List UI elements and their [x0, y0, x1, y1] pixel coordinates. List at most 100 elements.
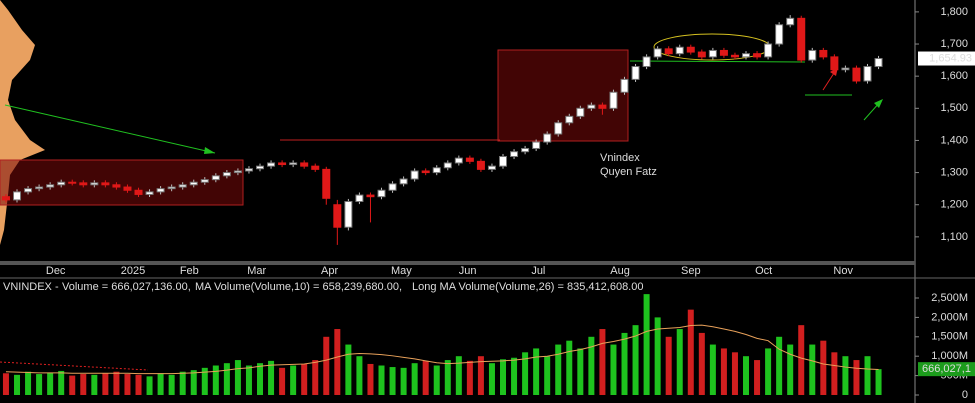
volume-bar: [433, 365, 440, 395]
candle-body: [764, 43, 773, 58]
candle-body: [753, 53, 762, 58]
candle-body: [432, 167, 441, 174]
candle-body: [311, 165, 320, 170]
trend-line: [4, 104, 216, 154]
y-tick-label: 1,800: [940, 6, 968, 18]
candle-body: [289, 162, 298, 166]
volume-bar: [754, 360, 761, 395]
volume-bar: [245, 365, 252, 395]
arrow-head: [874, 99, 883, 108]
volume-bar: [190, 370, 197, 395]
candle-body: [57, 181, 66, 186]
candle-body: [200, 179, 209, 183]
y-tick-label: 1,400: [940, 134, 968, 146]
volume-bar: [765, 348, 772, 395]
volume-bar: [234, 360, 241, 395]
candle-body: [68, 181, 77, 184]
price-tag: [918, 51, 975, 66]
x-tick-label: Feb: [180, 265, 199, 277]
candle-body: [598, 104, 607, 109]
candle-body: [465, 157, 474, 162]
support-line: [629, 60, 806, 63]
volume-bar: [301, 363, 308, 395]
volume-bar: [422, 360, 429, 395]
candle-body: [675, 46, 684, 55]
candle-body: [222, 172, 231, 177]
candle-body: [620, 78, 629, 93]
candle-body: [454, 157, 463, 164]
volume-bar: [168, 374, 175, 395]
y-tick-label: 1,100: [940, 231, 968, 243]
annotation: Quyen Fatz: [600, 166, 657, 178]
volume-bar: [91, 374, 98, 395]
volume-bar: [687, 309, 694, 395]
volume-bar: [411, 363, 418, 395]
candle-body: [355, 194, 364, 203]
volume-bar: [864, 356, 871, 395]
candle-body: [708, 49, 717, 58]
volume-bar: [820, 340, 827, 395]
candle-body: [399, 178, 408, 185]
candle-body: [587, 104, 596, 109]
volume-bar: [588, 336, 595, 395]
candle-body: [686, 46, 695, 53]
y-tick-label: 1,200: [940, 199, 968, 211]
volume-bar: [146, 376, 153, 395]
volume-bar: [268, 360, 275, 395]
candle-body: [664, 48, 673, 55]
candle-body: [35, 186, 44, 190]
candle-body: [863, 66, 872, 82]
x-tick-label: Oct: [755, 265, 772, 277]
volume-bar: [157, 373, 164, 395]
candle-body: [697, 51, 706, 58]
volume-bar: [743, 356, 750, 395]
volume-bar: [731, 352, 738, 395]
candle-body: [344, 201, 353, 228]
candle-body: [499, 156, 508, 167]
volume-bar: [522, 352, 529, 395]
ma-line: [5, 324, 879, 375]
candle-body: [874, 57, 883, 68]
x-tick-label: Apr: [321, 265, 338, 277]
volume-trend: [0, 361, 149, 371]
volume-bar: [555, 344, 562, 395]
candle-body: [322, 168, 331, 199]
volume-tag-label: 666,027,1: [922, 363, 971, 375]
candle-body: [244, 168, 253, 172]
volume-bar: [102, 373, 109, 395]
candle-body: [510, 151, 519, 158]
candle-body: [278, 162, 287, 166]
volume-bar: [113, 371, 120, 395]
candle-body: [13, 191, 22, 201]
volume-title: VNINDEX -: [3, 281, 59, 293]
y-tick-label: 2,000M: [931, 311, 968, 323]
candle-body: [476, 160, 485, 170]
candle-body: [642, 56, 651, 68]
candle-body: [576, 107, 585, 117]
candle-body: [808, 49, 817, 61]
volume-bar: [544, 356, 551, 395]
volume-bar: [25, 371, 32, 395]
candle-body: [543, 133, 552, 143]
candle-body: [256, 165, 265, 170]
candle-body: [211, 175, 220, 181]
volume-bar: [356, 356, 363, 395]
candle-body: [532, 141, 541, 149]
volume-bar: [223, 363, 230, 395]
candle-body: [377, 189, 386, 198]
candle-body: [554, 122, 563, 135]
volume-bar: [124, 374, 131, 395]
candle-body: [841, 67, 850, 71]
volume-bar: [444, 360, 451, 395]
candle-body: [90, 182, 99, 186]
volume-bar: [58, 370, 65, 395]
volume-bar: [2, 373, 9, 395]
candle-body: [819, 49, 828, 58]
candle-body: [233, 170, 242, 174]
volume-bar: [599, 329, 606, 395]
volume-bar: [80, 374, 87, 395]
volume-bar: [279, 367, 286, 395]
volume-bar: [654, 317, 661, 395]
volume-bar: [290, 365, 297, 395]
